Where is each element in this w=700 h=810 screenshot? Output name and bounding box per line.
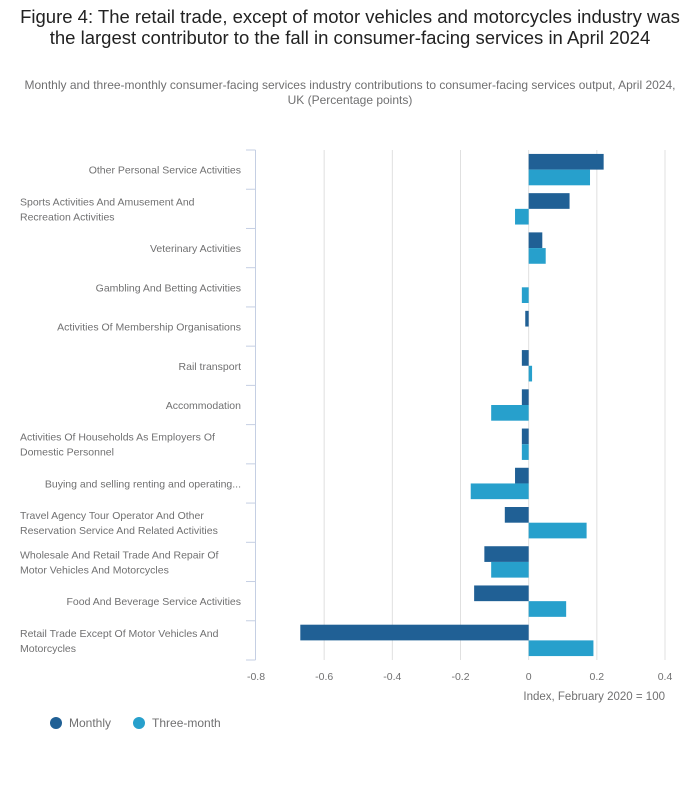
bar-monthly[interactable]: [528, 153, 604, 170]
y-category-label: Gambling And Betting Activities: [96, 282, 241, 294]
y-category-label-line: Recreation Activities: [20, 211, 115, 223]
x-tick-label: -0.8: [247, 671, 265, 683]
bar-monthly[interactable]: [504, 507, 529, 523]
y-category-label-line: Rail transport: [179, 361, 242, 373]
bar-monthly[interactable]: [515, 467, 529, 484]
bar-three-month[interactable]: [528, 601, 567, 617]
y-category-label: Travel Agency Tour Operator And Other Res…: [20, 510, 218, 537]
x-tick-label: -0.6: [315, 671, 333, 683]
y-category-label-line: Gambling And Betting Activities: [96, 282, 241, 294]
y-category-label: Activities Of Households As Employers Of…: [20, 432, 215, 459]
y-category-label-line: Travel Agency Tour Operator And Other: [20, 510, 204, 522]
y-category-label-line: Accommodation: [166, 400, 241, 412]
y-category-label: Buying and selling renting and operating…: [45, 478, 241, 490]
y-category-label: Sports Activities And Amusement And Recre…: [20, 196, 195, 223]
bar-monthly[interactable]: [474, 585, 529, 602]
y-category-label-line: Veterinary Activities: [150, 243, 241, 255]
bar-three-month[interactable]: [528, 169, 591, 186]
bar-monthly[interactable]: [521, 389, 529, 405]
x-tick-label: -0.2: [451, 671, 469, 683]
bar-monthly[interactable]: [484, 546, 529, 562]
bar-three-month[interactable]: [491, 405, 529, 421]
y-category-label-line: Retail Trade Except Of Motor Vehicles An…: [20, 628, 219, 640]
bar-three-month[interactable]: [528, 248, 546, 264]
y-category-label: Veterinary Activities: [150, 243, 241, 255]
y-category-label-line: Domestic Personnel: [20, 447, 114, 459]
y-category-label: Food And Beverage Service Activities: [66, 596, 241, 608]
y-category-label-line: Wholesale And Retail Trade And Repair Of: [20, 549, 219, 561]
bar-three-month[interactable]: [528, 522, 587, 539]
chart-title: Figure 4: The retail trade, except of mo…: [20, 6, 680, 48]
legend-item-monthly[interactable]: Monthly: [50, 716, 111, 730]
y-category-label: Rail transport: [179, 361, 242, 373]
legend-item-three-month[interactable]: Three-month: [133, 716, 221, 730]
y-category-label-line: Activities Of Households As Employers Of: [20, 432, 215, 444]
legend-label-three-month: Three-month: [152, 716, 221, 730]
legend: Monthly Three-month: [50, 716, 243, 730]
bar-monthly[interactable]: [525, 310, 529, 327]
y-category-label-line: Buying and selling renting and operating…: [45, 478, 241, 490]
bars: [300, 153, 604, 657]
bar-three-month[interactable]: [528, 365, 533, 382]
x-axis: -0.8 -0.6 -0.4 -0.2 0 0.2 0.4: [247, 671, 672, 683]
bar-monthly[interactable]: [528, 193, 570, 209]
bar-three-month[interactable]: [491, 561, 529, 578]
legend-marker-monthly: [50, 717, 62, 729]
y-category-label: Retail Trade Except Of Motor Vehicles An…: [20, 628, 219, 655]
y-category-label-line: Activities Of Membership Organisations: [57, 322, 241, 334]
chart-subtitle: Monthly and three-monthly consumer-facin…: [24, 78, 676, 107]
x-tick-label: 0: [526, 671, 532, 683]
bar-three-month[interactable]: [515, 208, 529, 225]
legend-label-monthly: Monthly: [69, 716, 112, 730]
x-tick-label: -0.4: [383, 671, 401, 683]
bar-monthly[interactable]: [528, 232, 543, 249]
x-axis-title: Index, February 2020 = 100: [523, 691, 665, 703]
y-category-label-line: Reservation Service And Related Activiti…: [20, 525, 218, 537]
y-category-label-line: Motor Vehicles And Motorcycles: [20, 564, 169, 576]
bar-three-month[interactable]: [521, 287, 529, 303]
y-category-label-line: Motorcycles: [20, 643, 76, 655]
bar-monthly[interactable]: [300, 624, 529, 641]
bar-monthly[interactable]: [521, 428, 529, 445]
y-category-label: Wholesale And Retail Trade And Repair Of…: [20, 549, 219, 576]
bar-three-month[interactable]: [470, 483, 529, 500]
bar-three-month[interactable]: [528, 640, 594, 657]
bar-three-month[interactable]: [521, 444, 529, 460]
y-axis: Other Personal Service Activities Sports …: [20, 149, 256, 661]
x-tick-label: 0.4: [658, 671, 673, 683]
y-category-label: Accommodation: [166, 400, 241, 412]
y-category-label: Activities Of Membership Organisations: [57, 322, 241, 334]
legend-marker-three-month: [133, 717, 146, 729]
y-category-label: Other Personal Service Activities: [89, 165, 241, 177]
y-category-label-line: Food And Beverage Service Activities: [66, 596, 241, 608]
bar-monthly[interactable]: [521, 350, 529, 366]
x-tick-label: 0.2: [590, 671, 605, 683]
y-category-label-line: Other Personal Service Activities: [89, 165, 241, 177]
y-category-label-line: Sports Activities And Amusement And: [20, 196, 195, 208]
